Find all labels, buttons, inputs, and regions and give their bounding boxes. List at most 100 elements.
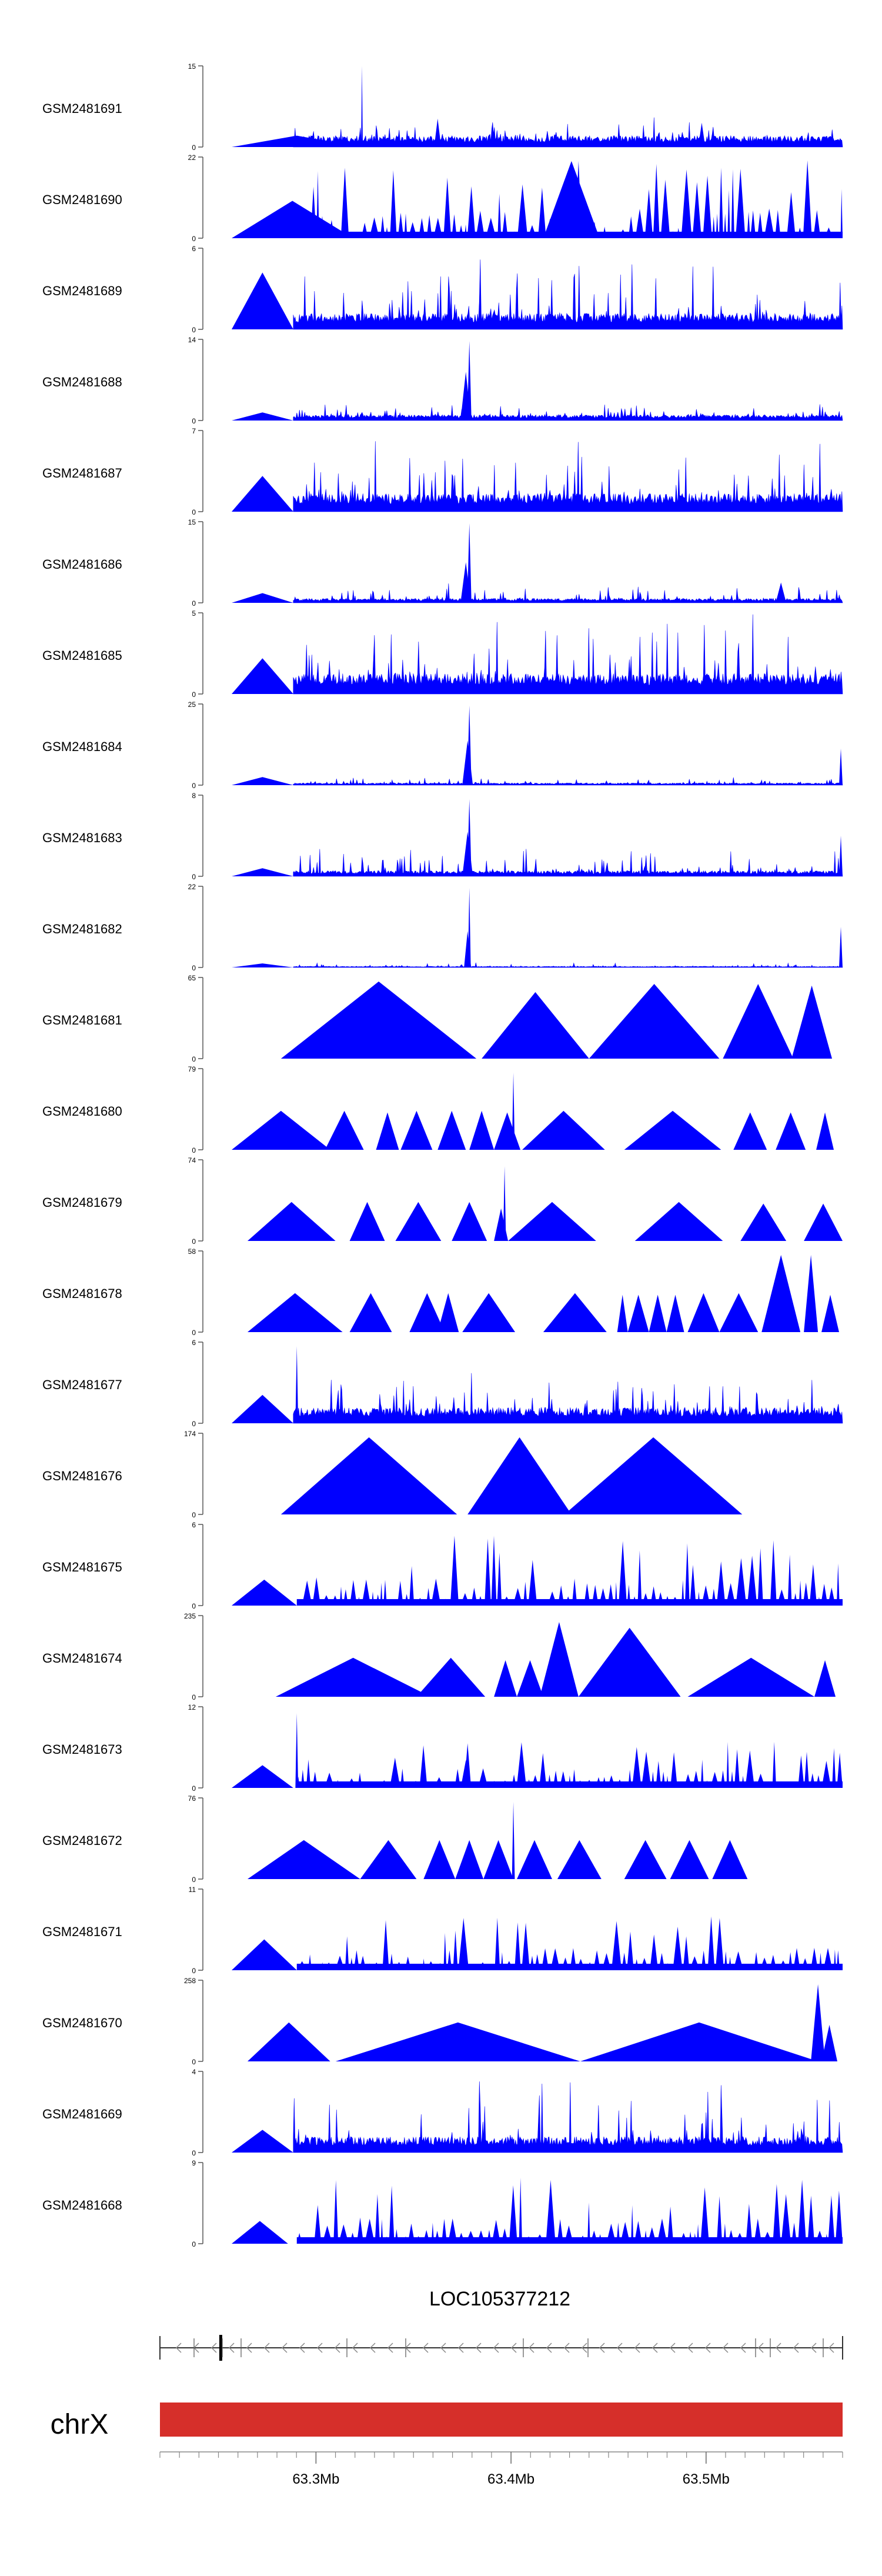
track-label: GSM2481670 xyxy=(42,2016,122,2030)
y-max-label: 65 xyxy=(188,974,196,982)
axis-tick-label: 63.3Mb xyxy=(292,2471,339,2487)
coverage-span xyxy=(761,1254,801,1332)
coverage-span xyxy=(494,1660,517,1697)
strand-arrow xyxy=(263,2343,270,2353)
coverage-span xyxy=(349,1293,392,1332)
coverage-span xyxy=(580,2022,818,2061)
coverage-area xyxy=(293,441,843,512)
track-label: GSM2481675 xyxy=(42,1560,122,1574)
coverage-span xyxy=(791,985,833,1059)
track-label: GSM2481677 xyxy=(42,1377,122,1392)
strand-arrow xyxy=(704,2343,711,2353)
strand-arrow xyxy=(793,2343,799,2353)
y-max-label: 22 xyxy=(188,154,196,162)
track-GSM2481673: GSM2481673 12 0 xyxy=(42,1703,843,1793)
y-max-label: 6 xyxy=(192,1339,196,1347)
track-label: GSM2481686 xyxy=(42,557,122,572)
coverage-span xyxy=(624,1110,721,1150)
coverage-span xyxy=(740,1203,787,1241)
coverage-span xyxy=(231,1939,297,1970)
coverage-area xyxy=(293,777,843,786)
track-label: GSM2481691 xyxy=(42,101,122,116)
coverage-span xyxy=(564,1437,743,1514)
strand-arrow xyxy=(528,2343,534,2353)
strand-arrow xyxy=(775,2343,781,2353)
y-min-label: 0 xyxy=(192,235,196,243)
coverage-span xyxy=(231,272,293,329)
y-min-label: 0 xyxy=(192,690,196,699)
track-GSM2481679: GSM2481679 74 0 xyxy=(42,1156,843,1246)
track-label: GSM2481673 xyxy=(42,1742,122,1757)
coverage-span xyxy=(649,1294,667,1332)
coverage-span xyxy=(522,1110,605,1150)
coverage-peak xyxy=(464,930,472,967)
track-label: GSM2481684 xyxy=(42,739,122,754)
coverage-tracks: GSM2481691150GSM2481690220GSM248168960GS… xyxy=(42,62,843,2248)
chromosome-band xyxy=(160,2403,843,2437)
chromosome-track: chrX 63.3Mb 63.4Mb 63.5Mb xyxy=(51,2403,843,2487)
strand-arrow xyxy=(616,2343,623,2353)
coverage-span xyxy=(539,1622,579,1697)
strand-arrow xyxy=(281,2343,288,2353)
strand-arrow xyxy=(810,2343,817,2353)
coverage-span xyxy=(231,1579,297,1606)
coverage-span xyxy=(400,1110,433,1150)
y-min-label: 0 xyxy=(192,873,196,881)
coverage-span xyxy=(376,1112,399,1150)
y-max-label: 8 xyxy=(192,792,196,800)
strand-arrow xyxy=(440,2343,446,2353)
track-GSM2481669: GSM2481669 4 0 xyxy=(42,2068,843,2157)
y-min-label: 0 xyxy=(192,1420,196,1428)
y-min-label: 0 xyxy=(192,1784,196,1793)
coverage-span xyxy=(634,1202,723,1241)
track-label: GSM2481688 xyxy=(42,375,122,389)
strand-arrow xyxy=(211,2343,217,2353)
coverage-baseline xyxy=(296,1781,843,1788)
coverage-span xyxy=(467,1437,572,1514)
strand-arrow xyxy=(422,2343,429,2353)
y-min-label: 0 xyxy=(192,1967,196,1975)
track-GSM2481682: GSM2481682 22 0 xyxy=(42,883,843,972)
y-min-label: 0 xyxy=(192,2058,196,2066)
coverage-span xyxy=(455,1840,484,1879)
coverage-span xyxy=(247,1840,360,1879)
strand-arrow xyxy=(316,2343,323,2353)
coverage-span xyxy=(409,1293,445,1332)
coverage-span xyxy=(231,593,293,603)
y-min-label: 0 xyxy=(192,1876,196,1884)
y-min-label: 0 xyxy=(192,1146,196,1154)
coverage-span xyxy=(231,2130,293,2153)
coverage-span xyxy=(814,1660,836,1697)
coverage-span xyxy=(483,1840,514,1879)
strand-arrow xyxy=(387,2343,393,2353)
y-min-label: 0 xyxy=(192,1693,196,1701)
coverage-area xyxy=(293,2081,843,2153)
track-label: GSM2481676 xyxy=(42,1469,122,1483)
track-label: GSM2481690 xyxy=(42,192,122,207)
coverage-span xyxy=(452,1202,487,1241)
y-max-label: 22 xyxy=(188,883,196,891)
coverage-span xyxy=(821,2024,838,2061)
coverage-span xyxy=(670,1840,709,1879)
track-GSM2481670: GSM2481670 258 0 xyxy=(42,1977,838,2066)
coverage-span xyxy=(231,658,293,694)
coverage-spikes xyxy=(296,1536,843,1606)
y-max-label: 11 xyxy=(189,1886,196,1894)
coverage-span xyxy=(508,1202,596,1241)
y-max-label: 14 xyxy=(188,336,196,344)
coverage-span xyxy=(712,1840,748,1879)
track-label: GSM2481689 xyxy=(42,283,122,298)
coverage-area xyxy=(293,849,843,877)
gene-track: LOC105377212 xyxy=(159,2288,843,2361)
coverage-span xyxy=(687,1293,720,1332)
coverage-span xyxy=(469,1110,495,1150)
coverage-span xyxy=(247,2022,330,2061)
track-GSM2481677: GSM2481677 6 0 xyxy=(42,1339,843,1428)
coverage-span xyxy=(360,1840,417,1879)
coverage-span xyxy=(231,1110,330,1150)
coverage-span xyxy=(395,1202,442,1241)
strand-arrow xyxy=(352,2343,358,2353)
coverage-peak xyxy=(434,118,442,147)
y-max-label: 74 xyxy=(188,1156,196,1164)
track-GSM2481676: GSM2481676 174 0 xyxy=(42,1430,743,1519)
